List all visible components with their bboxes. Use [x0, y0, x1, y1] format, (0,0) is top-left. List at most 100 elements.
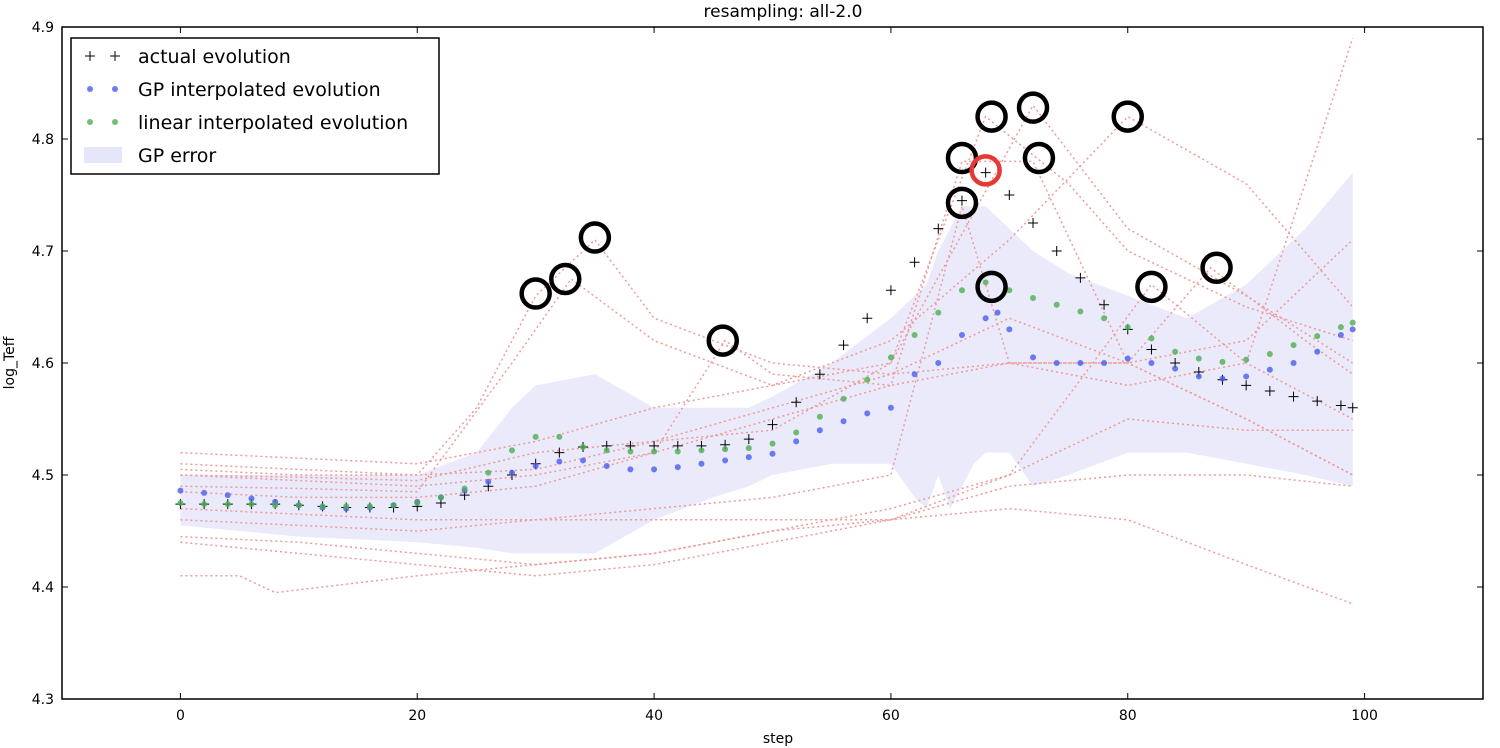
gp-point [935, 360, 942, 366]
actual-point [767, 419, 778, 430]
gp-point [1172, 365, 1179, 372]
gp-point [911, 371, 918, 378]
x-tick-label: 0 [176, 708, 185, 724]
gp-point [1195, 373, 1202, 380]
y-axis-label: log_Teff [2, 336, 18, 389]
linear-point [224, 501, 231, 508]
linear-point [769, 440, 776, 447]
gp-point [485, 478, 492, 485]
actual-point [980, 167, 991, 178]
resampled-track-5 [180, 239, 1354, 499]
gp-point [1314, 348, 1321, 355]
highlight-markers-layer [519, 91, 1233, 357]
gp-point [958, 332, 965, 338]
legend-marker-dot [112, 86, 118, 92]
actual-point [743, 434, 754, 445]
gp-point [1337, 332, 1344, 338]
linear-point [1290, 342, 1297, 349]
linear-point [414, 500, 421, 506]
linear-point [485, 469, 492, 476]
gp-point [1349, 326, 1356, 333]
actual-point [838, 340, 849, 351]
gp-point [201, 489, 208, 496]
linear-point [840, 395, 847, 402]
linear-point [1006, 287, 1013, 294]
linear-point [745, 445, 752, 452]
series-2 [177, 279, 1356, 510]
linear-point [793, 429, 800, 436]
gp-point [627, 466, 634, 473]
gp-point [224, 492, 231, 499]
linear-point [295, 502, 302, 509]
actual-point [1099, 299, 1110, 310]
actual-point [956, 195, 967, 206]
linear-point [319, 503, 326, 510]
gp-point [177, 487, 184, 494]
resampled-track-1 [180, 317, 1354, 476]
y-axis-ticks: 4.3 4.4 4.5 4.6 4.7 4.8 4.9 [32, 20, 1483, 708]
actual-point [862, 313, 873, 324]
resampled-track-4 [180, 104, 1354, 493]
actual-point [1288, 391, 1299, 402]
actual-point [554, 447, 565, 458]
gp-point [994, 309, 1001, 316]
resampled-track-11 [180, 160, 1354, 487]
highlight-marker-13 [1200, 251, 1233, 285]
y-tick-label: 4.7 [32, 244, 54, 260]
legend-item: GP interpolated evolution [87, 79, 381, 101]
y-tick-label: 4.3 [32, 692, 54, 708]
linear-point [1172, 348, 1179, 355]
gp-point [1124, 355, 1131, 362]
actual-point [885, 285, 896, 296]
gp-point [674, 464, 681, 471]
gp-error-band [180, 172, 1353, 554]
actual-point [1028, 218, 1039, 228]
legend-marker-band [84, 147, 122, 163]
gp-point [698, 460, 705, 467]
actual-point [1347, 402, 1358, 413]
actual-point [1051, 246, 1062, 256]
actual-point [1312, 396, 1323, 407]
linear-point [1030, 295, 1037, 302]
linear-point [1124, 324, 1131, 331]
linear-point [1266, 351, 1273, 358]
linear-point [1337, 324, 1344, 331]
highlight-marker-11 [1111, 100, 1144, 133]
highlight-marker-8 [975, 270, 1008, 304]
gp-point [982, 315, 989, 322]
linear-point [864, 376, 871, 383]
linear-point [982, 279, 989, 286]
linear-point [1314, 333, 1321, 340]
linear-point [911, 332, 918, 338]
gp-point [603, 463, 610, 470]
resampled-track-0 [180, 115, 1354, 465]
y-tick-label: 4.9 [32, 20, 54, 36]
gp-point [1290, 360, 1297, 366]
linear-point [603, 447, 610, 454]
highlight-marker-10 [1022, 141, 1056, 175]
gp-error-band-layer [180, 172, 1353, 554]
linear-point [532, 433, 539, 440]
linear-point [627, 448, 634, 455]
resampled-tracks-layer [180, 37, 1354, 605]
gp-point [887, 404, 894, 411]
highlight-marker-1 [549, 262, 582, 296]
resampled-track-10 [180, 507, 1353, 605]
linear-point [958, 287, 965, 294]
linear-point [698, 447, 705, 454]
linear-point [651, 448, 658, 455]
linear-point [366, 503, 373, 510]
actual-point [909, 257, 920, 268]
linear-point [1077, 308, 1084, 315]
gp-point [840, 418, 847, 425]
gp-point [745, 454, 752, 461]
gp-point [722, 457, 729, 464]
linear-point [343, 503, 350, 510]
plot-area [61, 26, 1484, 700]
linear-point [1219, 358, 1226, 365]
linear-point [461, 485, 468, 492]
linear-point [201, 501, 208, 508]
resampled-track-6 [180, 203, 1354, 532]
gp-point [580, 457, 587, 464]
